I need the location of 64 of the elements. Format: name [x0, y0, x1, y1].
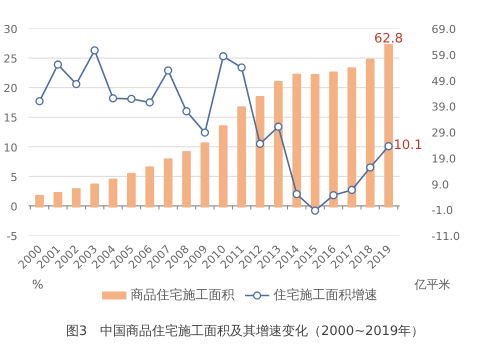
bar: [256, 96, 264, 208]
y2-tick-label: -1.0: [432, 204, 453, 218]
legend-label: 商品住宅施工面积: [130, 287, 235, 303]
point: [146, 98, 154, 107]
bar: [54, 192, 62, 208]
bar: [366, 58, 375, 208]
point: [329, 191, 338, 200]
y-tick-label: -5: [6, 230, 18, 243]
bar: [329, 71, 338, 208]
point: [200, 128, 210, 137]
point: [292, 190, 301, 198]
y-tick-label: 10: [4, 141, 18, 154]
y2-tick-label: 39.0: [432, 100, 456, 114]
y2-tick-label: -11.0: [432, 230, 460, 243]
y2-tick-label: 29.0: [432, 126, 456, 140]
y-tick-label: 25: [4, 52, 18, 66]
data-label: 10.1: [394, 138, 423, 154]
text: %: [32, 278, 44, 292]
bar: [108, 178, 118, 208]
y-tick-label: 0: [10, 200, 18, 214]
point: [72, 80, 80, 88]
point: [35, 97, 44, 106]
y-tick-label: 15: [4, 112, 18, 125]
point: [366, 163, 374, 172]
bar: [72, 188, 81, 208]
point: [310, 206, 320, 215]
legend-label: 住宅施工面积增速: [272, 287, 378, 303]
bar: [347, 67, 356, 208]
bar: [182, 151, 191, 208]
y-tick-label: 5: [10, 170, 18, 184]
y-tick-label: 20: [4, 82, 18, 96]
bar: [145, 166, 154, 208]
y2-tick-label: 59.0: [432, 48, 456, 62]
point: [164, 66, 172, 75]
bar: [274, 81, 283, 208]
bar: [218, 125, 228, 208]
bar: [200, 142, 210, 208]
bar: [292, 74, 302, 208]
point: [256, 140, 264, 148]
point: [182, 107, 191, 116]
bar: [90, 184, 99, 208]
y2-tick-label: 19.0: [432, 152, 456, 166]
bar: [35, 194, 44, 208]
point: [384, 142, 393, 150]
point: [237, 63, 246, 72]
data-label: 62.8: [374, 32, 404, 47]
bar: [384, 44, 393, 208]
caption: 图3 中国商品住宅施工面积及其增速变化（2000~2019年）: [66, 323, 424, 339]
y-tick-label: 30: [4, 23, 18, 36]
point: [108, 94, 118, 102]
y2-tick-label: 9.0: [432, 178, 449, 192]
point: [54, 60, 62, 69]
y2-tick-label: 69.0: [432, 23, 456, 36]
point: [348, 186, 356, 194]
y2-tick-label: 49.0: [432, 74, 456, 88]
point: [90, 46, 99, 55]
bar: [127, 172, 136, 208]
point: [127, 94, 136, 104]
bar: [237, 106, 246, 208]
point: [219, 52, 228, 60]
bar: [164, 158, 172, 208]
bar: [310, 74, 320, 208]
text: 亿平米: [414, 278, 451, 292]
point: [274, 122, 283, 131]
